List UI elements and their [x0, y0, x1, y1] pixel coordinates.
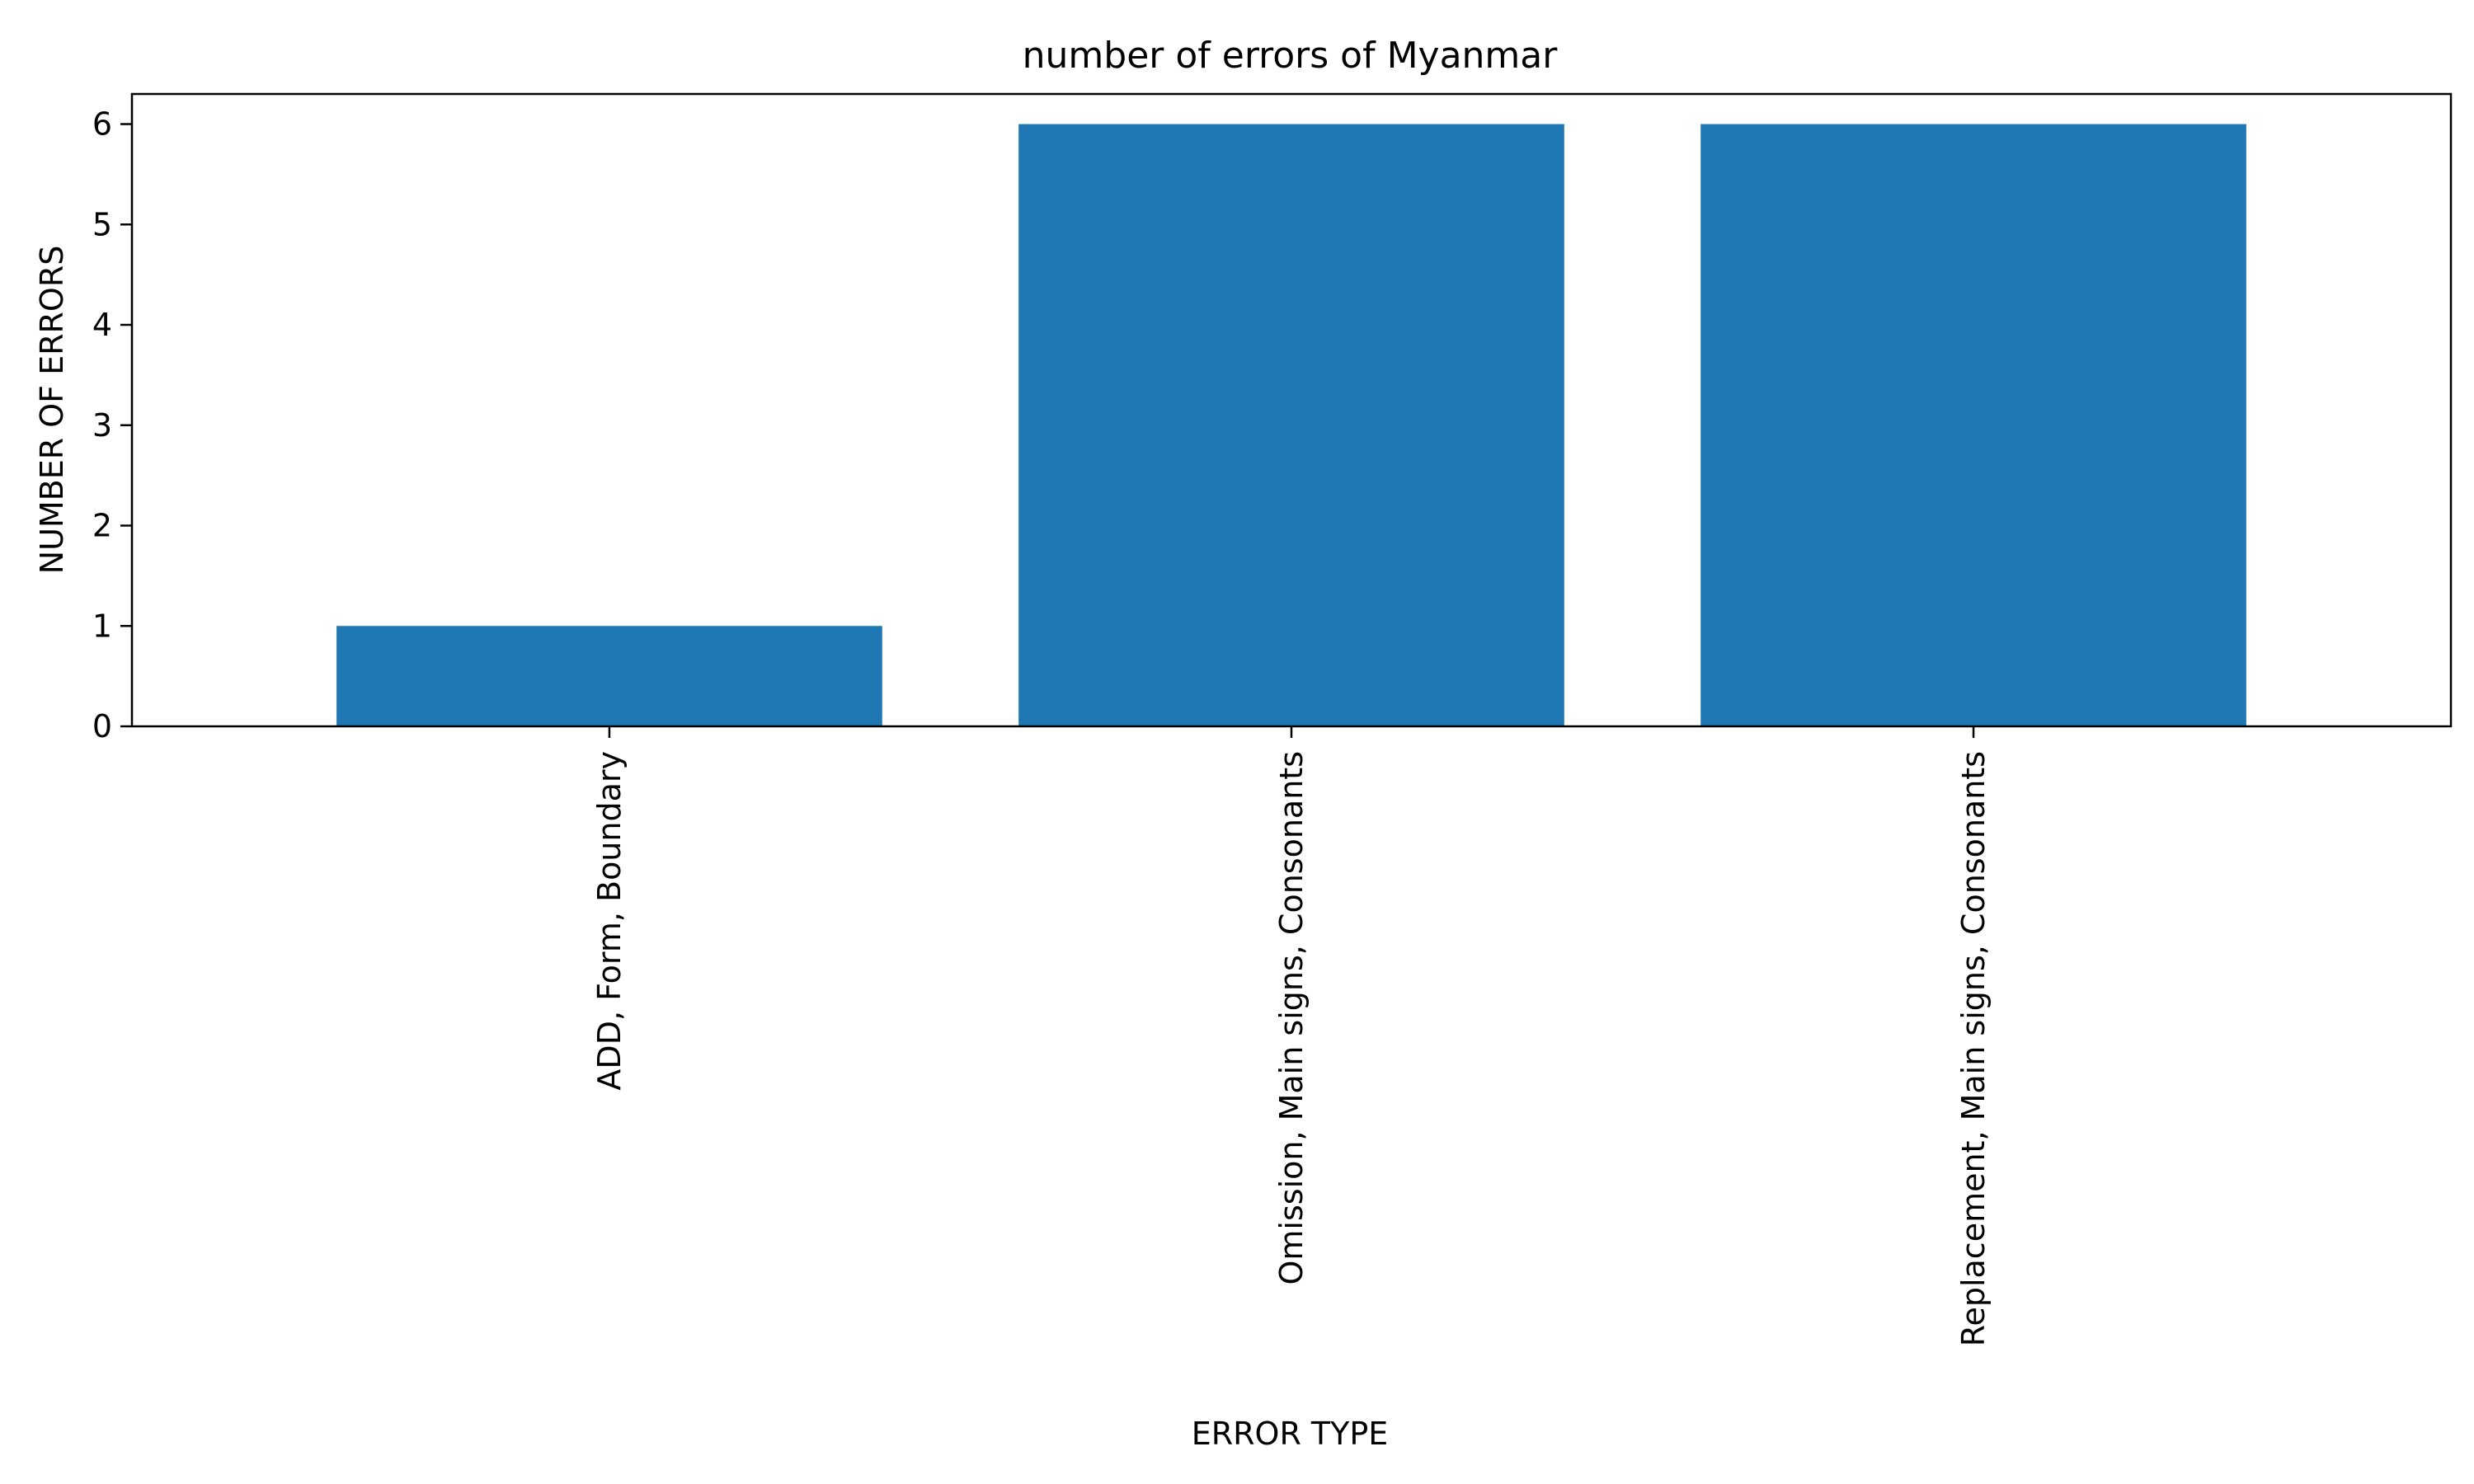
y-tick-label: 1 [92, 608, 112, 644]
y-tick-label: 3 [92, 407, 112, 444]
chart-title: number of errors of Myanmar [1023, 35, 1559, 77]
x-axis-label: ERROR TYPE [1192, 1416, 1389, 1452]
x-tick-label: Omission, Main signs, Consonants [1273, 751, 1310, 1285]
y-tick-label: 4 [92, 307, 112, 343]
bar [336, 626, 882, 726]
y-tick-label: 5 [92, 206, 112, 242]
bar [1018, 124, 1564, 726]
y-tick-label: 0 [92, 708, 112, 744]
bar [1700, 124, 2246, 726]
x-tick-label: Replacement, Main signs, Consonants [1955, 751, 1992, 1346]
plot-area: 0 1 2 3 4 5 6 ADD, Form, Boundary Omission, Main… [92, 92, 2453, 1346]
y-axis-label: NUMBER OF ERRORS [34, 246, 70, 575]
y-tick-label: 2 [92, 508, 112, 544]
y-tick-label: 6 [92, 106, 112, 143]
x-tick-label: ADD, Form, Boundary [591, 751, 628, 1091]
